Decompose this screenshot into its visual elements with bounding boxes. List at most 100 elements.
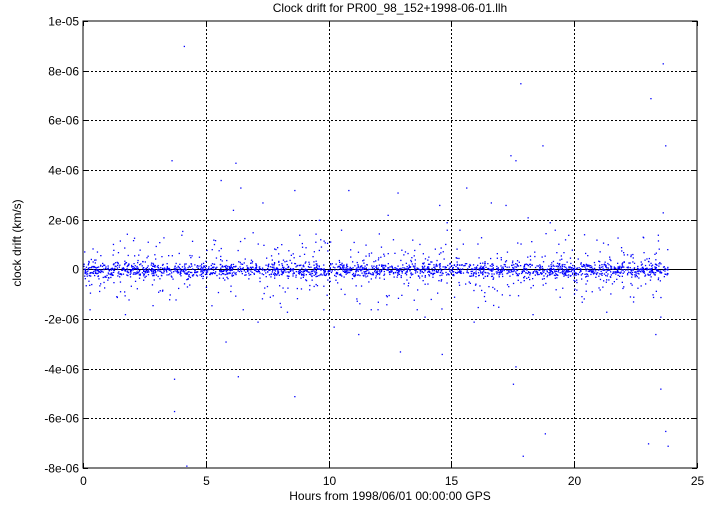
data-point [277, 247, 279, 249]
data-point [551, 273, 553, 275]
data-point [334, 269, 336, 271]
data-point [427, 270, 430, 272]
data-point [553, 265, 555, 267]
data-point [265, 276, 267, 278]
data-point [150, 262, 153, 264]
data-point [152, 270, 155, 273]
data-point [222, 269, 224, 272]
data-point [263, 244, 265, 246]
data-point [585, 273, 588, 275]
data-point [498, 271, 500, 273]
data-point [118, 266, 120, 268]
data-point [407, 252, 409, 255]
data-point [520, 272, 523, 275]
data-point [657, 270, 659, 272]
data-point [316, 267, 318, 269]
data-point [441, 270, 443, 272]
data-point [610, 267, 612, 269]
data-point [119, 281, 122, 283]
data-point [621, 250, 623, 252]
data-point [351, 269, 353, 272]
data-point [431, 270, 434, 272]
data-point [103, 264, 105, 266]
data-point [648, 257, 650, 260]
data-point [136, 272, 139, 274]
data-point [206, 271, 208, 273]
data-point [617, 267, 619, 269]
data-point [431, 272, 433, 274]
data-point [610, 265, 612, 267]
data-point [88, 263, 90, 265]
data-point [152, 269, 154, 271]
data-point [468, 281, 470, 283]
data-point [395, 271, 397, 274]
data-point [475, 273, 477, 275]
data-point [104, 275, 106, 278]
data-point [232, 263, 235, 266]
data-point [278, 261, 280, 263]
data-point [376, 272, 378, 274]
data-point [182, 269, 184, 271]
data-point [439, 266, 441, 268]
y-tick-label: -2e-06 [44, 313, 79, 327]
data-point [456, 257, 458, 259]
data-point [270, 273, 272, 275]
data-point [117, 268, 119, 271]
data-point [283, 270, 286, 272]
data-point [541, 273, 543, 275]
data-point [303, 269, 305, 271]
data-point [482, 271, 484, 273]
y-tick-label: 0 [72, 263, 79, 277]
data-point [451, 270, 453, 272]
data-point [427, 283, 429, 285]
data-point [188, 276, 190, 278]
data-point [521, 271, 524, 274]
data-point [181, 266, 184, 268]
data-point [113, 269, 115, 271]
data-point [541, 278, 544, 280]
data-point [474, 284, 477, 286]
data-point [214, 240, 217, 242]
data-point [465, 283, 467, 285]
data-point [231, 275, 233, 277]
data-point [622, 287, 624, 290]
data-point [243, 270, 245, 272]
data-point [496, 253, 498, 255]
data-point [422, 253, 424, 255]
data-point [89, 292, 92, 294]
data-point [296, 298, 299, 300]
data-point [585, 263, 587, 265]
data-point [398, 271, 400, 273]
data-point [255, 264, 257, 266]
data-point [576, 267, 578, 269]
data-point [360, 270, 362, 272]
data-point [316, 275, 318, 277]
data-point [275, 274, 278, 276]
data-point [539, 266, 541, 269]
data-point [95, 267, 97, 269]
data-point [532, 272, 534, 274]
data-point [184, 272, 186, 275]
data-point [382, 266, 384, 268]
data-point [167, 267, 169, 269]
data-point [280, 268, 282, 270]
data-point [161, 272, 163, 274]
data-point [154, 264, 156, 267]
data-point [369, 272, 371, 275]
data-point [662, 63, 664, 65]
data-point [651, 264, 654, 266]
data-point [352, 261, 354, 263]
data-point [206, 276, 208, 278]
data-point [170, 275, 172, 277]
data-point [397, 297, 400, 299]
data-point [183, 271, 185, 273]
data-point [479, 269, 481, 271]
data-point [123, 268, 125, 270]
x-axis-label: Hours from 1998/06/01 00:00:00 GPS [289, 489, 490, 503]
data-point [523, 265, 526, 267]
data-point [633, 267, 635, 269]
data-point [549, 222, 551, 224]
data-point [444, 268, 446, 270]
data-point [144, 271, 146, 273]
data-point [623, 252, 625, 254]
